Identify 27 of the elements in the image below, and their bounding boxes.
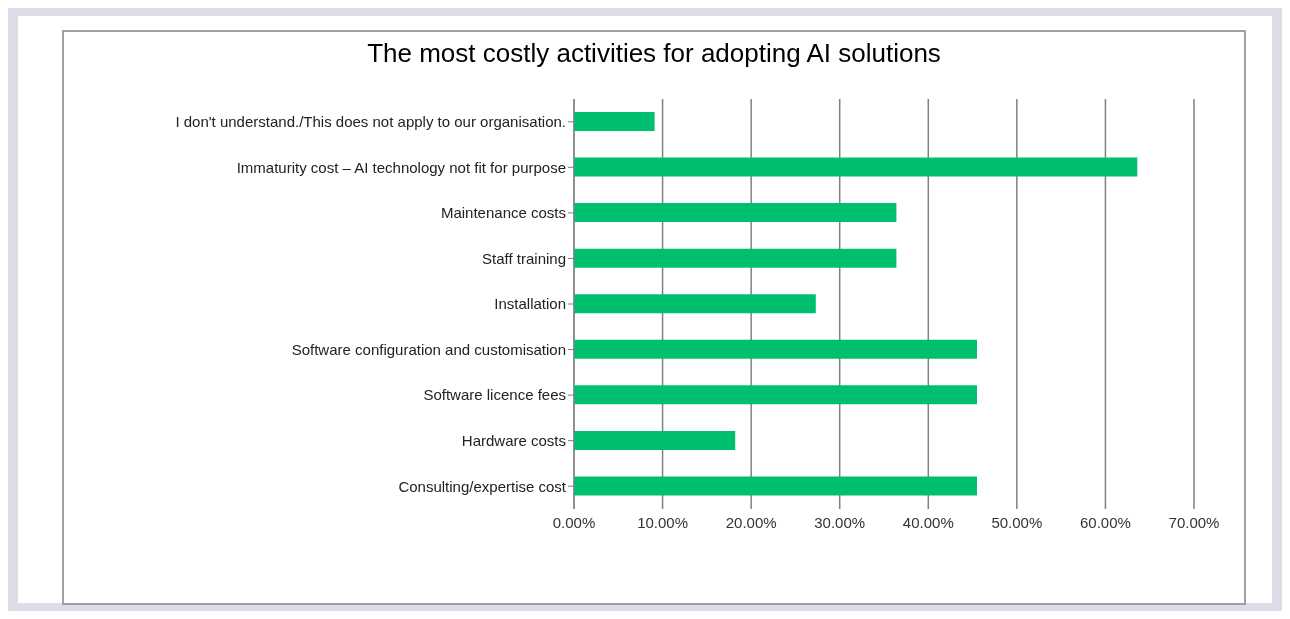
x-tick-label: 10.00% (637, 513, 689, 531)
x-tick-label: 60.00% (1079, 513, 1131, 531)
bar (574, 430, 736, 450)
bar (574, 203, 897, 223)
y-tick-label: Software licence fees (423, 386, 566, 404)
y-tick-label: Consulting/expertise cost (398, 477, 567, 495)
x-tick-label: 20.00% (725, 513, 777, 531)
x-tick-label: 70.00% (1168, 513, 1220, 531)
y-tick-label: Hardware costs (461, 431, 566, 449)
x-tick-label: 50.00% (991, 513, 1043, 531)
y-tick-label: Staff training (482, 249, 566, 267)
y-tick-label: I don't understand./This does not apply to our organisation. (175, 113, 566, 131)
x-tick-label: 40.00% (902, 513, 954, 531)
y-tick-label: Installation (494, 295, 566, 313)
bar (574, 294, 816, 314)
bar (574, 476, 977, 496)
bar (574, 385, 977, 405)
y-tick-label: Maintenance costs (440, 204, 566, 222)
bar (574, 248, 897, 268)
bar (574, 157, 1138, 177)
bar (574, 112, 655, 131)
bar (574, 339, 977, 359)
x-tick-label: 30.00% (814, 513, 866, 531)
y-tick-label: Immaturity cost – AI technology not fit for purpose (236, 158, 566, 176)
x-tick-label: 0.00% (552, 513, 596, 531)
y-tick-label: Software configuration and customisation (291, 340, 566, 358)
chart-title: The most costly activities for adopting AI solutions (366, 38, 942, 69)
